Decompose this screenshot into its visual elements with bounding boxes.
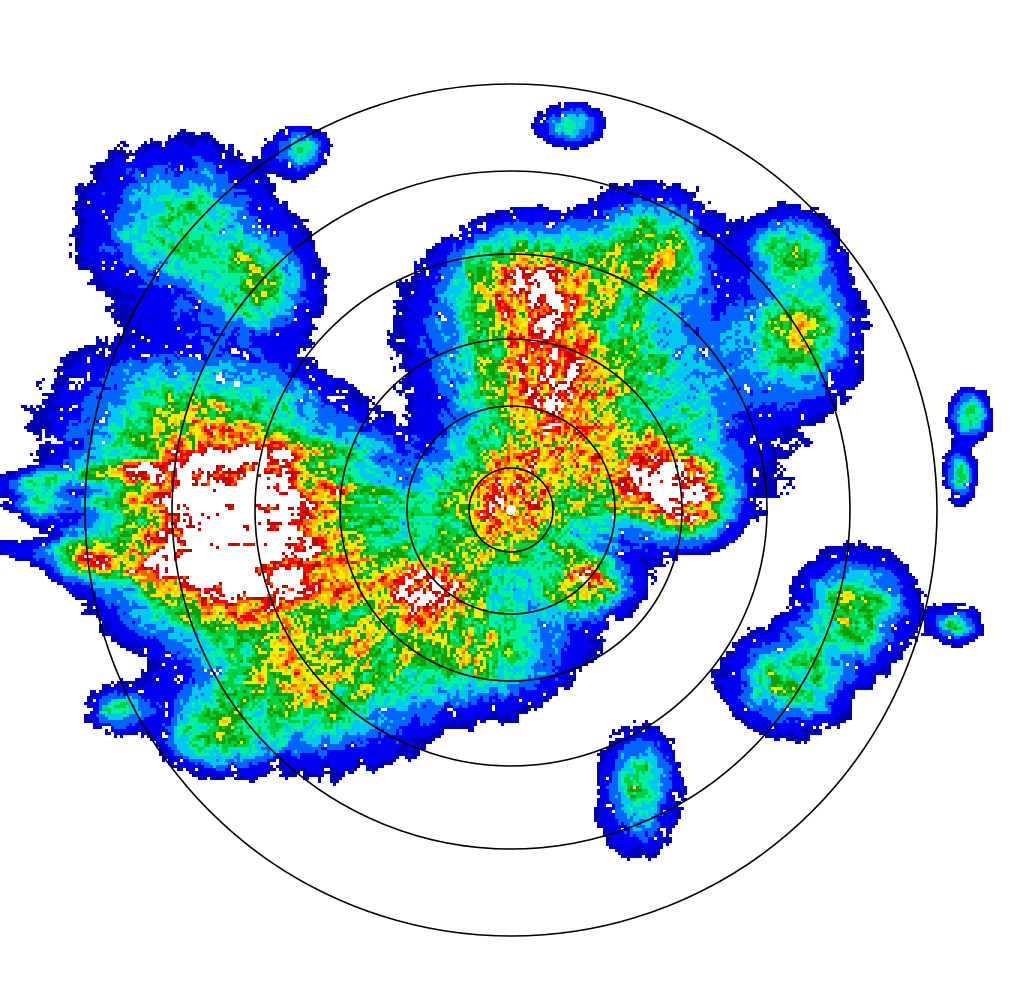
radar-display[interactable]: Base Reflectivity PPI dBZ Widespread str… [0, 0, 1029, 991]
reflectivity-echo-layer [0, 0, 1029, 991]
